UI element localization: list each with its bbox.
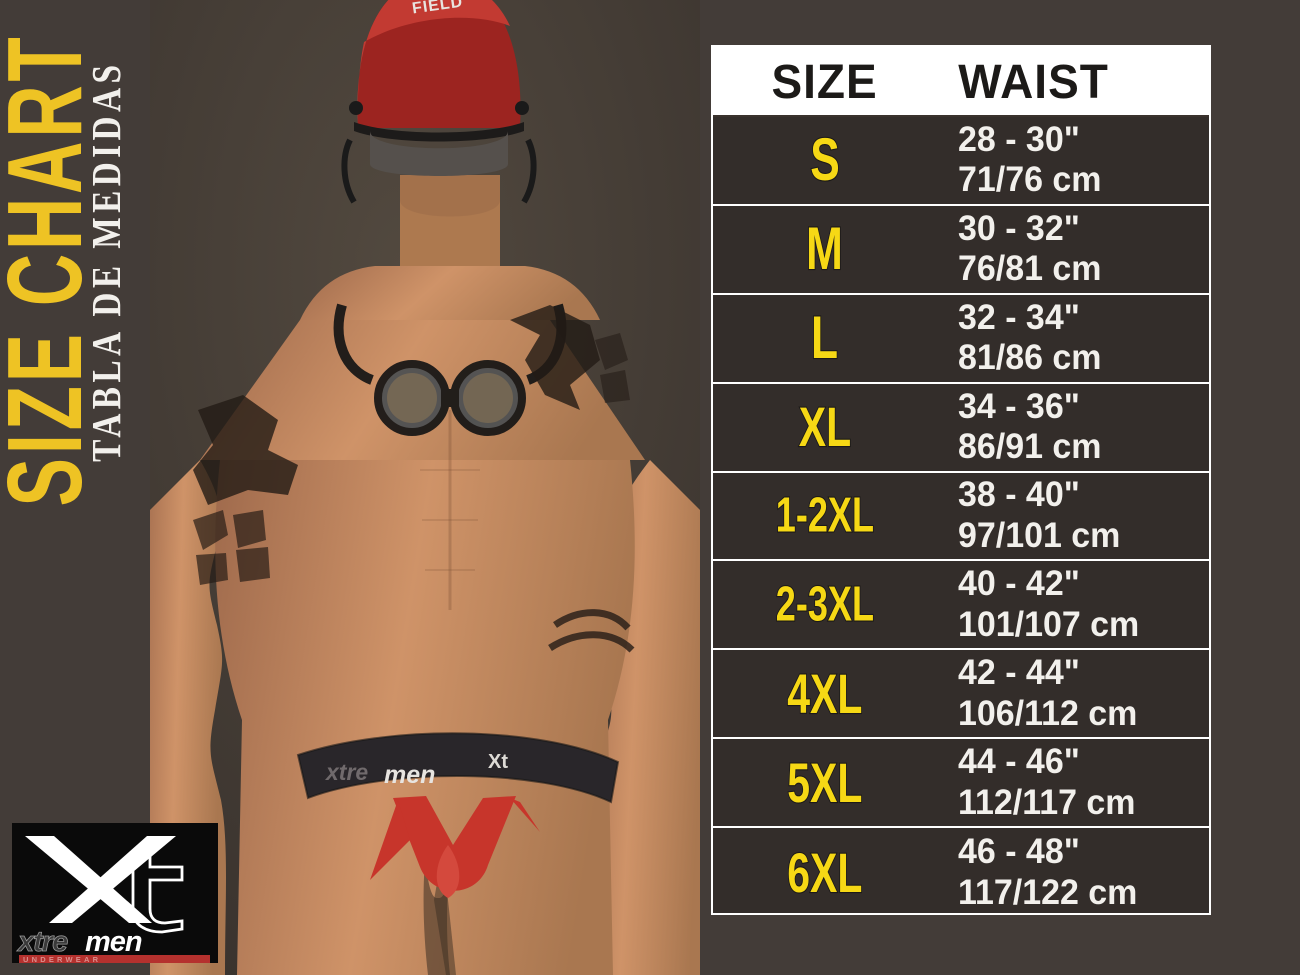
svg-text:Xt: Xt — [488, 751, 508, 773]
svg-text:UNDERWEAR: UNDERWEAR — [23, 955, 101, 963]
svg-text:men: men — [85, 926, 142, 958]
svg-text:men: men — [384, 761, 435, 789]
svg-text:xtre: xtre — [16, 926, 68, 958]
svg-text:xtre: xtre — [324, 759, 368, 785]
